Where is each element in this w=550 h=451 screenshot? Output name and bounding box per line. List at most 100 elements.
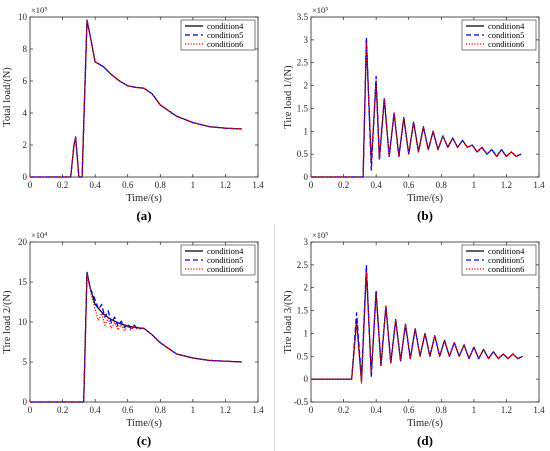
series-line-condition6 bbox=[30, 273, 242, 403]
x-tick-label: 1.4 bbox=[252, 405, 264, 415]
legend-label-condition5: condition5 bbox=[207, 255, 243, 265]
x-tick-label: 0.4 bbox=[371, 405, 383, 415]
panel-caption: (a) bbox=[136, 208, 151, 223]
y-tick-label: 2.5 bbox=[297, 58, 309, 68]
y-tick-label: 0 bbox=[304, 374, 309, 384]
panel-divider bbox=[274, 225, 275, 451]
panel-a: 0 0.2 0.4 0.6 0.8 1 1.2 1.4 0 2 4 6 8 10×10⁵ Time/(s) T… bbox=[2, 5, 264, 223]
x-tick-label: 0 bbox=[309, 180, 314, 190]
x-tick-label: 1.2 bbox=[220, 405, 231, 415]
x-axis-label: Time/(s) bbox=[126, 418, 162, 429]
legend-label-condition6: condition6 bbox=[488, 39, 524, 49]
x-tick-label: 0.6 bbox=[122, 180, 134, 190]
y-tick-label: 0.5 bbox=[297, 149, 309, 159]
y-exponent-label: ×10⁵ bbox=[312, 5, 328, 15]
x-tick-label: 0.2 bbox=[57, 405, 68, 415]
y-tick-label: 3 bbox=[304, 237, 309, 247]
x-tick-label: 0 bbox=[28, 405, 33, 415]
y-tick-label: 3 bbox=[304, 35, 309, 45]
legend-box bbox=[461, 19, 537, 51]
series-line-condition5 bbox=[30, 271, 242, 403]
panel-c: 0 0.2 0.4 0.6 0.8 1 1.2 1.4 0 5 10 15 20×10⁴ Time/(s)… bbox=[2, 230, 264, 448]
y-tick-label: 1.5 bbox=[297, 103, 309, 113]
x-tick-label: 0.4 bbox=[371, 180, 383, 190]
y-axis-label: Tire load 1/(N) bbox=[283, 65, 294, 129]
x-tick-label: 1 bbox=[191, 405, 196, 415]
x-tick-label: 0 bbox=[28, 180, 33, 190]
y-tick-label: 2 bbox=[304, 81, 309, 91]
legend-label-condition4: condition4 bbox=[207, 21, 244, 31]
y-tick-label: 1 bbox=[304, 126, 309, 136]
legend-label-condition5: condition5 bbox=[488, 255, 524, 265]
x-tick-label: 0.8 bbox=[155, 180, 167, 190]
panel-d: 0 0.2 0.4 0.6 0.8 1 1.2 1.4-0.500.511.522.53×10… bbox=[283, 230, 545, 448]
y-tick-label: 10 bbox=[18, 317, 28, 327]
y-tick-label: 20 bbox=[18, 237, 28, 247]
x-tick-label: 1.4 bbox=[533, 405, 545, 415]
panel-caption: (c) bbox=[137, 433, 151, 448]
y-tick-label: 10 bbox=[18, 12, 28, 22]
x-tick-label: 0.6 bbox=[403, 405, 415, 415]
y-exponent-label: ×10⁴ bbox=[31, 230, 47, 240]
y-exponent-label: ×10⁵ bbox=[31, 5, 47, 15]
x-tick-label: 0.2 bbox=[338, 180, 349, 190]
x-axis-label: Time/(s) bbox=[407, 193, 443, 204]
x-tick-label: 1.2 bbox=[501, 180, 512, 190]
y-axis-label: Tire load 3/(N) bbox=[283, 290, 294, 354]
y-tick-label: 0 bbox=[23, 172, 28, 182]
x-tick-label: 1.4 bbox=[252, 180, 264, 190]
x-tick-label: 0.2 bbox=[57, 180, 68, 190]
x-tick-label: 0.4 bbox=[90, 405, 102, 415]
x-tick-label: 0.8 bbox=[436, 405, 448, 415]
series-line-condition6 bbox=[311, 41, 522, 178]
y-tick-label: -0.5 bbox=[294, 397, 309, 407]
panel-caption: (d) bbox=[417, 433, 433, 448]
legend-label-condition4: condition4 bbox=[207, 246, 244, 256]
y-tick-label: 3.5 bbox=[297, 12, 309, 22]
y-tick-label: 0.5 bbox=[297, 351, 309, 361]
legend-label-condition5: condition5 bbox=[488, 30, 524, 40]
legend-label-condition6: condition6 bbox=[488, 264, 524, 274]
x-tick-label: 0.4 bbox=[90, 180, 102, 190]
panel-caption: (b) bbox=[417, 208, 433, 223]
x-tick-label: 1 bbox=[191, 180, 196, 190]
x-tick-label: 1 bbox=[472, 405, 477, 415]
x-axis-label: Time/(s) bbox=[126, 193, 162, 204]
series-line-condition6 bbox=[30, 19, 242, 178]
y-tick-label: 0 bbox=[23, 397, 28, 407]
y-tick-label: 2.5 bbox=[297, 260, 309, 270]
legend-label-condition4: condition4 bbox=[488, 246, 525, 256]
y-tick-label: 4 bbox=[23, 108, 28, 118]
y-tick-label: 6 bbox=[23, 76, 28, 86]
y-tick-label: 15 bbox=[18, 277, 28, 287]
y-tick-label: 8 bbox=[23, 44, 28, 54]
x-tick-label: 0.8 bbox=[155, 405, 167, 415]
x-tick-label: 1 bbox=[472, 180, 477, 190]
legend-label-condition6: condition6 bbox=[207, 39, 243, 49]
x-tick-label: 1.2 bbox=[501, 405, 512, 415]
y-tick-label: 5 bbox=[23, 357, 28, 367]
y-tick-label: 0 bbox=[304, 172, 309, 182]
y-exponent-label: ×10⁵ bbox=[312, 230, 328, 240]
x-tick-label: 0.8 bbox=[436, 180, 448, 190]
y-tick-label: 2 bbox=[304, 283, 309, 293]
legend-label-condition5: condition5 bbox=[207, 30, 243, 40]
panel-b: 0 0.2 0.4 0.6 0.8 1 1.2 1.4 0 0.5 1 1.5 2 2.5 3 3.5×10⁵… bbox=[283, 5, 545, 223]
x-tick-label: 0.6 bbox=[122, 405, 134, 415]
legend-box bbox=[461, 244, 537, 276]
x-axis-label: Time/(s) bbox=[407, 418, 443, 429]
x-tick-label: 0 bbox=[309, 405, 314, 415]
y-tick-label: 1 bbox=[304, 328, 309, 338]
y-tick-label: 1.5 bbox=[297, 306, 309, 316]
y-axis-label: Total load/(N) bbox=[2, 67, 13, 127]
series-line-condition5 bbox=[30, 19, 242, 178]
y-axis-label: Tire load 2/(N) bbox=[2, 290, 13, 354]
legend-label-condition4: condition4 bbox=[488, 21, 525, 31]
y-tick-label: 2 bbox=[23, 140, 28, 150]
